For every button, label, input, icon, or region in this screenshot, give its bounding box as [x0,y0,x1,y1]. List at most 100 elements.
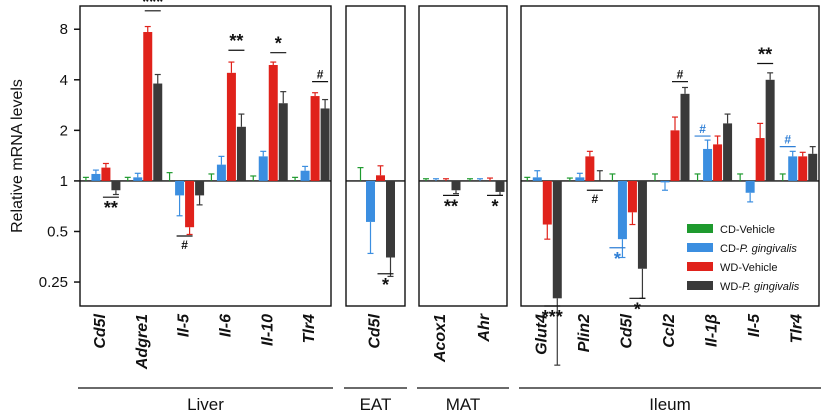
bar [765,79,775,181]
significance-marker: # [784,133,791,147]
y-tick-label: 0.25 [39,274,68,291]
bar [532,177,542,181]
bar [808,153,818,181]
significance-marker: * [491,196,498,216]
bar [552,180,562,299]
category-label: Tlr4 [301,314,318,343]
category-label: Plin2 [576,314,593,352]
y-tick-label: 0.5 [47,223,68,240]
y-tick-label: 8 [60,21,68,38]
legend-swatch [687,262,713,271]
bar [495,180,505,192]
panel-frame [418,5,508,307]
bar [798,156,808,181]
category-label: Acox1 [432,314,449,363]
category-label: Ahr [476,313,493,342]
legend-label: CD-P. gingivalis [720,243,797,255]
bar [216,164,226,181]
category-label: Cd5l [367,313,384,348]
bar [627,180,637,213]
bar [153,83,163,181]
y-tick-label: 2 [60,122,68,139]
bar [575,177,585,181]
category-label: Il-5 [746,313,763,337]
y-tick-label: 1 [60,173,68,190]
legend-label: WD-P. gingivalis [720,281,800,293]
bar [236,126,246,181]
bar [755,138,765,181]
bar [300,170,310,181]
bar [185,180,195,228]
legend-label-prefix: CD-Vehicle [720,224,775,236]
category-label: Il-5 [176,313,193,337]
bar [670,130,680,181]
bar [723,123,733,181]
legend-label-prefix: CD- [720,243,740,255]
bar [111,180,121,191]
legend-label-prefix: WD- [720,281,742,293]
bar [680,93,690,181]
legend-label-italic: P. gingivalis [742,281,800,293]
significance-marker: # [317,68,324,82]
significance-marker: ** [444,196,458,216]
bar [101,167,111,181]
significance-marker: * [275,34,282,54]
bar [788,156,798,181]
category-label: Tlr4 [789,314,806,343]
group-label: Ileum [649,395,691,414]
category-label: Cd5l [618,313,635,348]
significance-marker: ** [229,31,243,51]
bar [320,108,330,181]
significance-marker: # [699,122,706,136]
bar [310,96,320,181]
bar [366,180,375,222]
bar [258,156,268,181]
significance-marker: # [181,238,188,252]
legend-label: CD-Vehicle [720,224,775,236]
bar [91,173,101,181]
category-label: Il-10 [259,314,276,346]
bar [195,180,205,196]
significance-marker: ** [104,198,118,218]
legend-label-prefix: WD-Vehicle [720,262,777,274]
bar [268,64,278,181]
y-axis-label: Relative mRNA levels [9,79,26,233]
bar [386,180,395,258]
bar [133,177,143,181]
panel-frame [520,5,820,307]
legend-label: WD-Vehicle [720,262,777,274]
y-tick-label: 4 [60,72,68,89]
legend-label-italic: P. gingivalis [740,243,798,255]
legend-swatch [687,224,713,233]
group-label: Liver [187,395,224,414]
category-label: Ccl2 [661,314,678,348]
bar [226,72,236,181]
category-label: Il-6 [217,314,234,337]
bar [703,148,713,181]
significance-marker: # [592,192,599,206]
bar [451,180,461,191]
group-label: MAT [446,395,481,414]
legend-swatch [687,281,713,290]
group-label: EAT [360,395,392,414]
bar [278,103,288,181]
category-label: Glut4 [533,314,550,355]
significance-marker: * [382,275,389,295]
bar [585,156,595,181]
bar [660,180,670,183]
bar [745,180,755,193]
bar [143,32,153,181]
bar [175,180,185,196]
panel-frame [79,5,332,307]
bar [376,175,385,181]
legend-swatch [687,243,713,252]
significance-marker: *** [542,307,563,327]
significance-marker: * [634,299,641,319]
bar [713,144,723,181]
bar [617,180,627,240]
bar [637,180,647,269]
significance-marker: # [677,68,684,82]
significance-marker: *** [142,0,163,12]
significance-marker: ** [758,45,772,65]
